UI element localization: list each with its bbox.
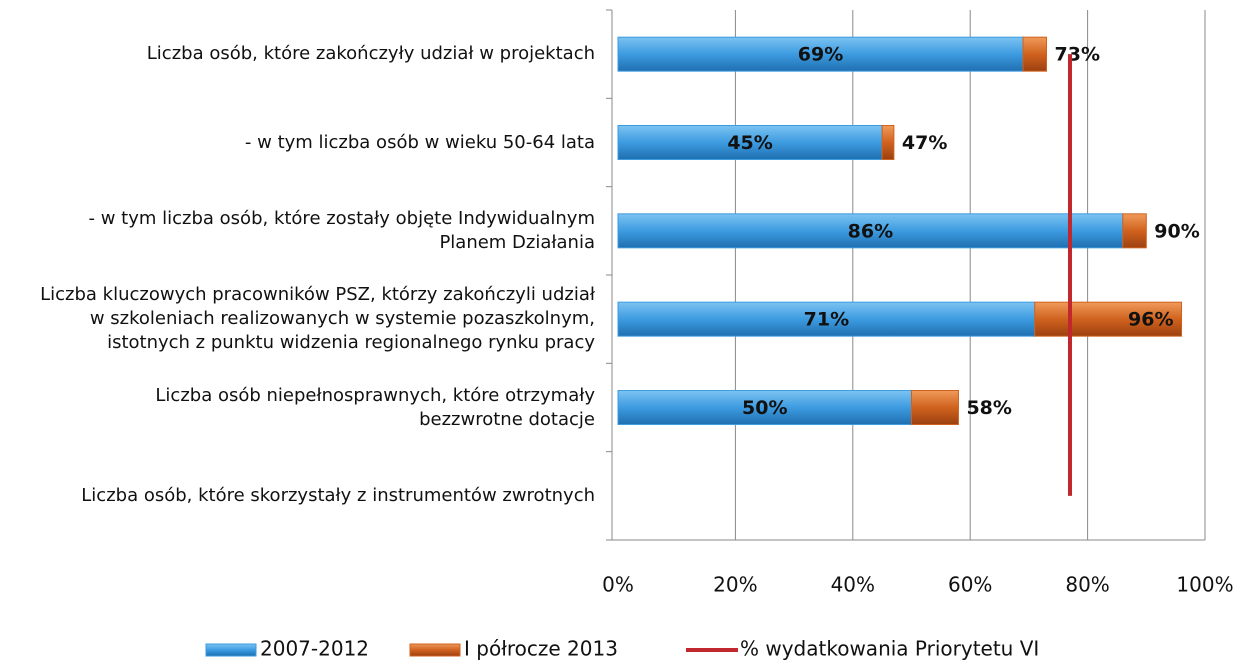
x-tick-label: 40% — [831, 573, 875, 597]
data-label: 69% — [798, 44, 843, 66]
bar-segment — [911, 390, 959, 425]
data-label: 50% — [742, 397, 787, 419]
legend-swatch — [409, 643, 461, 657]
y-tick-label: - w tym liczba osób, które zostały objęt… — [88, 207, 595, 253]
y-tick-label: Liczba osób, które zakończyły udział w p… — [146, 43, 595, 65]
x-tick-label: 100% — [1176, 573, 1233, 597]
total-label: 58% — [966, 397, 1011, 419]
y-tick-label: Liczba kluczowych pracowników PSZ, którz… — [40, 284, 595, 354]
y-tick-label: - w tym liczba osób w wieku 50-64 lata — [244, 131, 595, 153]
bar-segment — [1034, 301, 1183, 337]
x-tick-label: 20% — [713, 573, 757, 597]
legend-label: % wydatkowania Priorytetu VI — [740, 637, 1039, 661]
total-label: 47% — [902, 132, 947, 154]
y-tick-label: Liczba osób niepełnosprawnych, które otr… — [155, 384, 595, 430]
bar-segment — [617, 36, 1024, 72]
data-label: 86% — [848, 220, 893, 242]
y-tick-label: Liczba osób, które skorzystały z instrum… — [81, 484, 595, 506]
bar-segment — [617, 125, 883, 160]
legend-label: I półrocze 2013 — [464, 637, 618, 661]
total-label: 73% — [1055, 44, 1100, 66]
data-label: 45% — [727, 132, 772, 154]
total-label: 90% — [1154, 220, 1199, 242]
x-tick-label: 0% — [602, 573, 634, 597]
x-tick-label: 80% — [1065, 573, 1109, 597]
x-tick-label: 60% — [948, 573, 992, 597]
legend-swatch — [205, 643, 257, 657]
bar-segment — [1122, 213, 1147, 249]
bar-segment — [617, 301, 1036, 337]
legend-label: 2007-2012 — [260, 637, 369, 661]
data-label: 71% — [804, 309, 849, 331]
bar-segment — [617, 213, 1124, 249]
bar-segment — [881, 125, 895, 160]
total-label: 96% — [1128, 309, 1173, 331]
bar-segment — [1022, 36, 1048, 72]
bar-segment — [617, 390, 912, 425]
